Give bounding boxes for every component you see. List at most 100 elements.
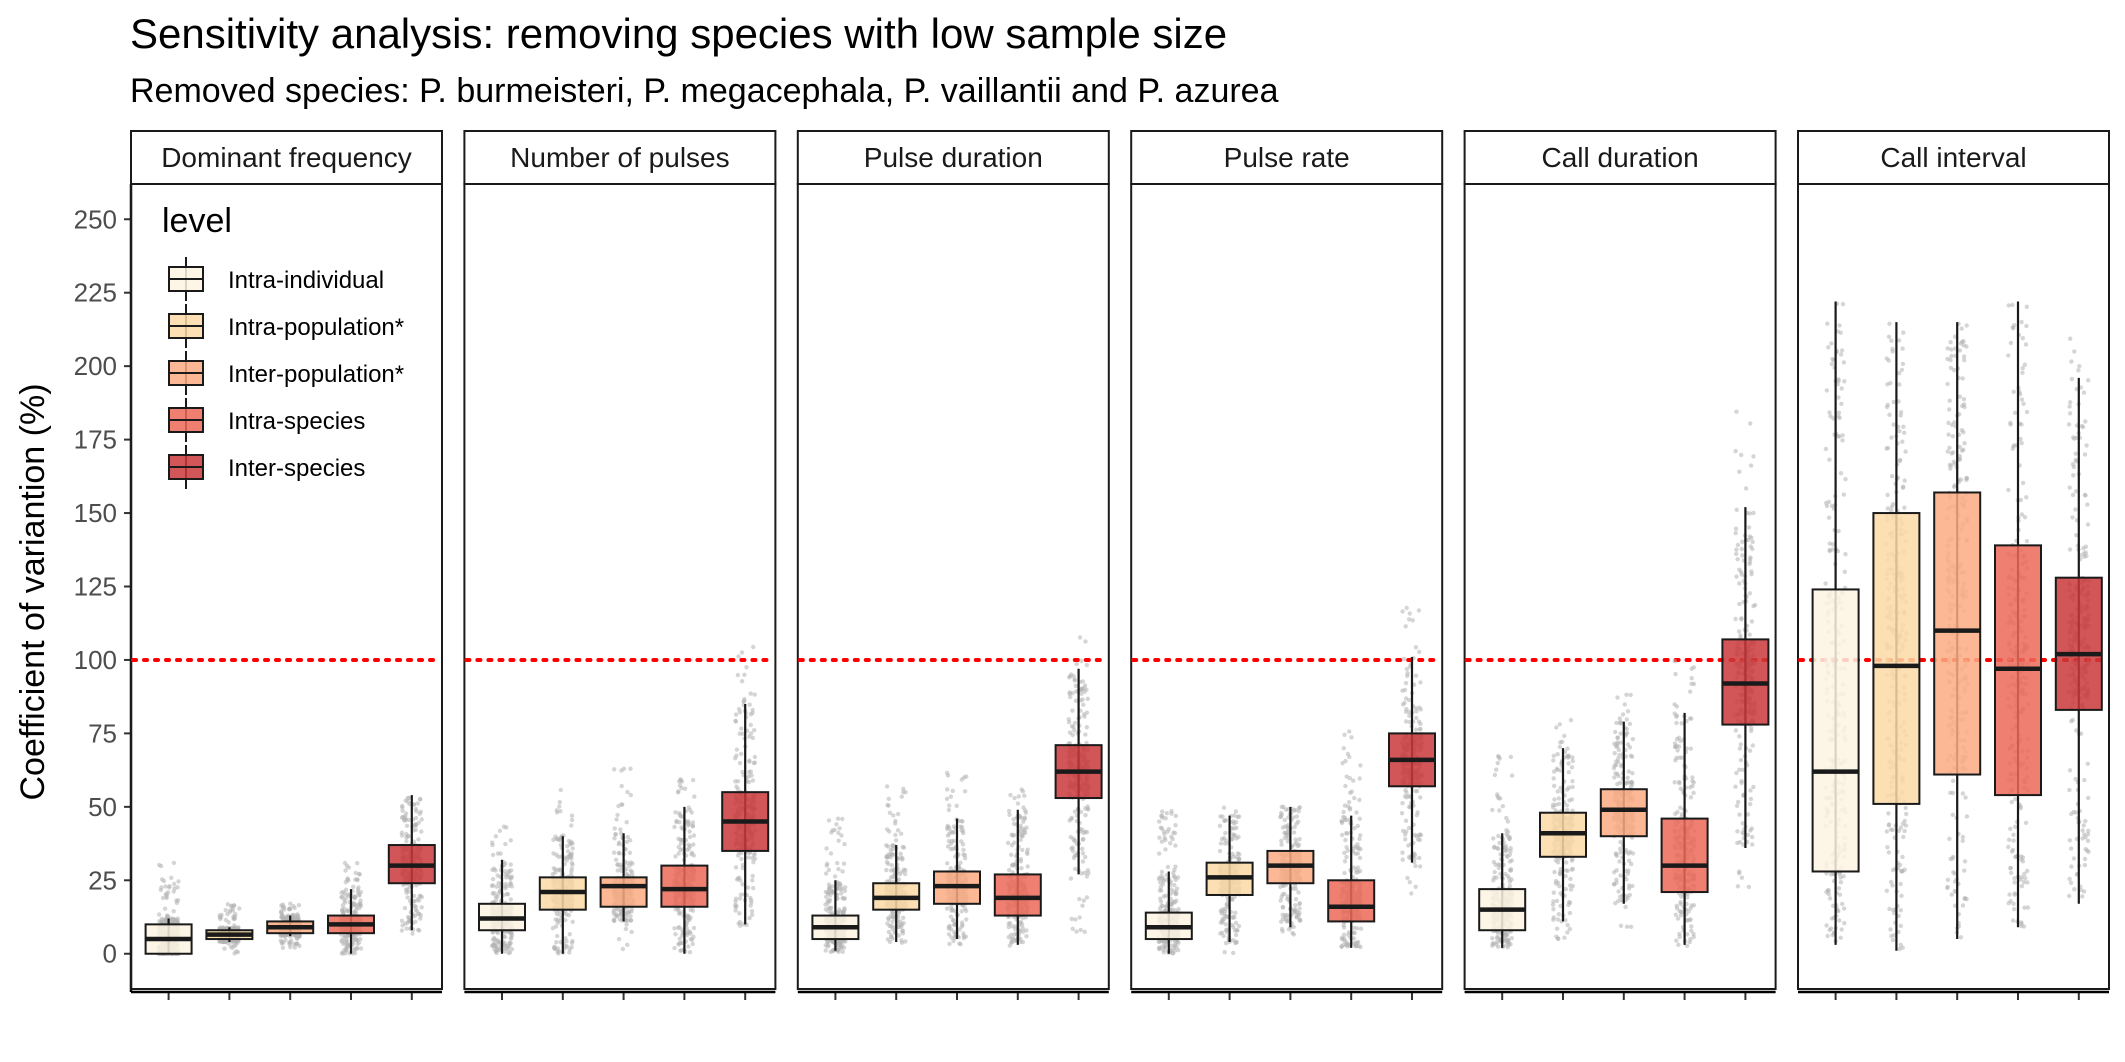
data-point [1069, 816, 1074, 822]
box-intra-individual [1144, 808, 1193, 1000]
data-point [156, 912, 162, 917]
data-point [748, 895, 753, 901]
data-point [825, 898, 830, 904]
data-point [1159, 839, 1165, 844]
data-point [1166, 826, 1172, 832]
data-point [893, 832, 898, 838]
data-point [1357, 855, 1363, 861]
data-point [1082, 870, 1088, 875]
data-point [1341, 809, 1346, 815]
data-point [555, 933, 560, 939]
data-point [358, 889, 364, 895]
data-point [954, 803, 959, 808]
data-point [417, 811, 422, 816]
data-point [227, 909, 233, 914]
y-tick-label: 25 [88, 865, 117, 895]
data-point [945, 825, 950, 830]
data-point [944, 906, 950, 911]
data-point [1163, 893, 1169, 898]
data-point [899, 794, 904, 799]
data-point [565, 844, 570, 849]
data-point [1070, 708, 1075, 713]
y-tick-label: 200 [74, 351, 117, 381]
data-point [339, 937, 345, 943]
data-point [1009, 852, 1014, 857]
data-point [569, 860, 575, 866]
data-point [162, 906, 168, 911]
data-point [292, 942, 297, 947]
data-point [403, 811, 409, 816]
data-point [733, 908, 738, 913]
data-point [230, 945, 235, 951]
data-point [1286, 927, 1292, 932]
y-tick-label: 100 [74, 645, 117, 675]
data-point [682, 786, 688, 791]
data-point [1084, 687, 1089, 692]
data-point [346, 909, 351, 914]
data-point [493, 834, 499, 839]
data-point [948, 794, 954, 799]
data-point [1174, 944, 1179, 949]
data-point [557, 804, 562, 809]
data-point [343, 895, 349, 901]
data-point [503, 841, 508, 847]
data-point [1293, 807, 1298, 813]
data-point [886, 803, 891, 808]
data-point [1082, 714, 1087, 719]
data-point [948, 841, 954, 846]
panel-border [796, 183, 1110, 990]
data-point [172, 918, 177, 924]
data-point [297, 943, 302, 949]
data-point [416, 911, 421, 917]
data-point [948, 914, 954, 919]
data-point [1077, 635, 1083, 640]
data-point [232, 923, 237, 928]
data-point [1358, 926, 1364, 931]
data-point [961, 847, 966, 853]
data-point [551, 866, 556, 871]
data-point [888, 855, 893, 860]
data-point [837, 909, 842, 915]
data-point [1231, 925, 1236, 930]
box [660, 864, 709, 908]
box [993, 873, 1042, 917]
data-point [903, 871, 908, 877]
box-inter-population- [1266, 804, 1315, 1000]
data-point [232, 951, 237, 956]
data-point [900, 855, 905, 861]
box-intra-population- [872, 784, 921, 1000]
data-point [176, 879, 181, 884]
data-point [506, 874, 511, 879]
data-point [341, 909, 346, 914]
data-point [618, 862, 623, 867]
data-point [570, 919, 575, 924]
data-point [1293, 903, 1298, 908]
data-point [839, 891, 844, 896]
data-point [569, 853, 574, 859]
data-point [400, 803, 405, 809]
data-point [1084, 725, 1090, 730]
data-point [1171, 830, 1176, 835]
data-point [614, 817, 619, 822]
data-point [404, 823, 410, 828]
data-point [616, 850, 621, 856]
data-point [1297, 805, 1303, 810]
data-point [418, 893, 423, 899]
data-point [1282, 830, 1287, 835]
data-point [826, 867, 832, 873]
data-point [1018, 833, 1023, 838]
data-point [1297, 837, 1302, 842]
data-point [823, 948, 828, 953]
data-point [1073, 683, 1079, 688]
data-point [419, 905, 424, 910]
data-point [413, 806, 419, 812]
data-point [1279, 919, 1284, 924]
data-point [841, 896, 846, 901]
data-point [625, 834, 631, 840]
data-point [400, 923, 405, 928]
data-point [899, 938, 904, 943]
data-point [750, 856, 755, 861]
data-point [404, 926, 409, 931]
data-point [1011, 821, 1017, 826]
data-point [1156, 939, 1162, 944]
